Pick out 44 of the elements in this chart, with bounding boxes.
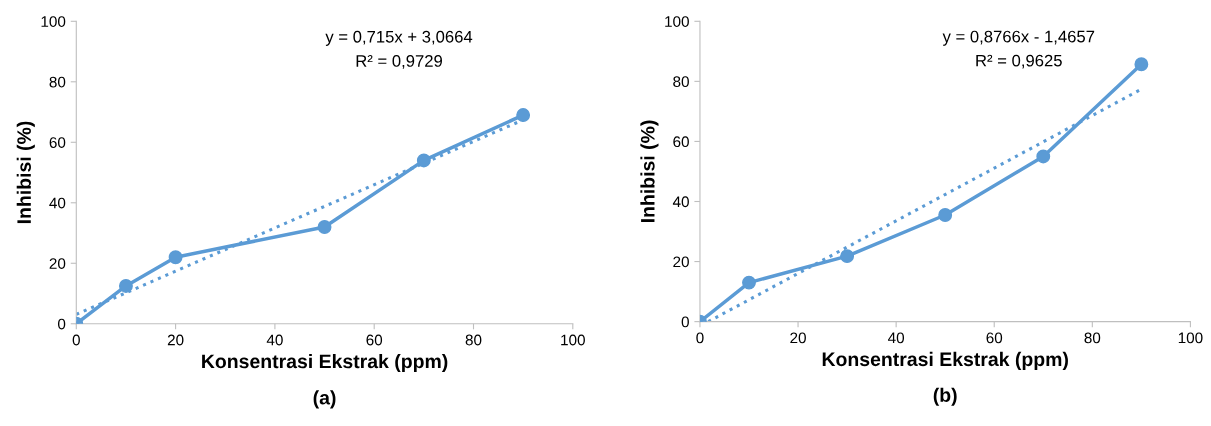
point xyxy=(168,250,183,265)
x-tick-label: 60 xyxy=(366,334,383,346)
x-tick-label: 100 xyxy=(1178,332,1203,344)
x-tick-label: 20 xyxy=(167,334,184,346)
point xyxy=(118,279,133,293)
x-tick-label: 100 xyxy=(561,334,585,346)
y-tick-label: 100 xyxy=(665,16,689,27)
text: (b) xyxy=(933,387,957,406)
x-tick-label: 80 xyxy=(465,334,482,346)
x-axis-title: Konsentrasi Ekstrak (ppm) xyxy=(822,351,1068,370)
y-tick-label: 20 xyxy=(673,256,689,268)
point xyxy=(938,208,953,222)
y-tick-label: 100 xyxy=(41,16,66,27)
x-tick-label: 0 xyxy=(696,332,704,344)
annotation: y = 0,715x + 3,0664 xyxy=(325,30,473,46)
y-axis-title: Inhibisi (%) xyxy=(16,121,35,224)
x-tick-label: 40 xyxy=(888,332,905,344)
y-tick-label: 20 xyxy=(49,258,66,269)
point xyxy=(1036,149,1051,164)
point xyxy=(1134,57,1149,72)
point xyxy=(840,249,855,264)
x-tick-label: 60 xyxy=(986,332,1003,344)
x-axis-title: Konsentrasi Ekstrak (ppm) xyxy=(202,353,448,373)
point xyxy=(516,108,531,123)
y-axis-title: Inhibisi (%) xyxy=(640,120,659,223)
x-tick-label: 80 xyxy=(1084,332,1101,344)
x-tick-label: 0 xyxy=(72,334,80,346)
y-tick-label: 40 xyxy=(672,196,689,208)
y-tick-label: 80 xyxy=(49,76,66,88)
point xyxy=(416,153,431,168)
y-tick-label: 0 xyxy=(681,316,689,328)
y-tick-label: 60 xyxy=(49,137,66,148)
text: (a) xyxy=(313,390,336,409)
x-tick-label: 40 xyxy=(266,334,283,346)
y-tick-label: 0 xyxy=(57,318,66,330)
annotation: y = 0,8766x - 1,4657 xyxy=(942,30,1095,46)
y-tick-label: 60 xyxy=(673,136,689,148)
x-tick-label: 20 xyxy=(790,332,806,344)
annotation: R² = 0,9625 xyxy=(976,54,1062,69)
point xyxy=(317,220,332,234)
y-tick-label: 40 xyxy=(49,197,66,209)
annotation: R² = 0,9729 xyxy=(356,55,443,69)
y-tick-label: 80 xyxy=(673,76,689,88)
point xyxy=(742,275,756,290)
